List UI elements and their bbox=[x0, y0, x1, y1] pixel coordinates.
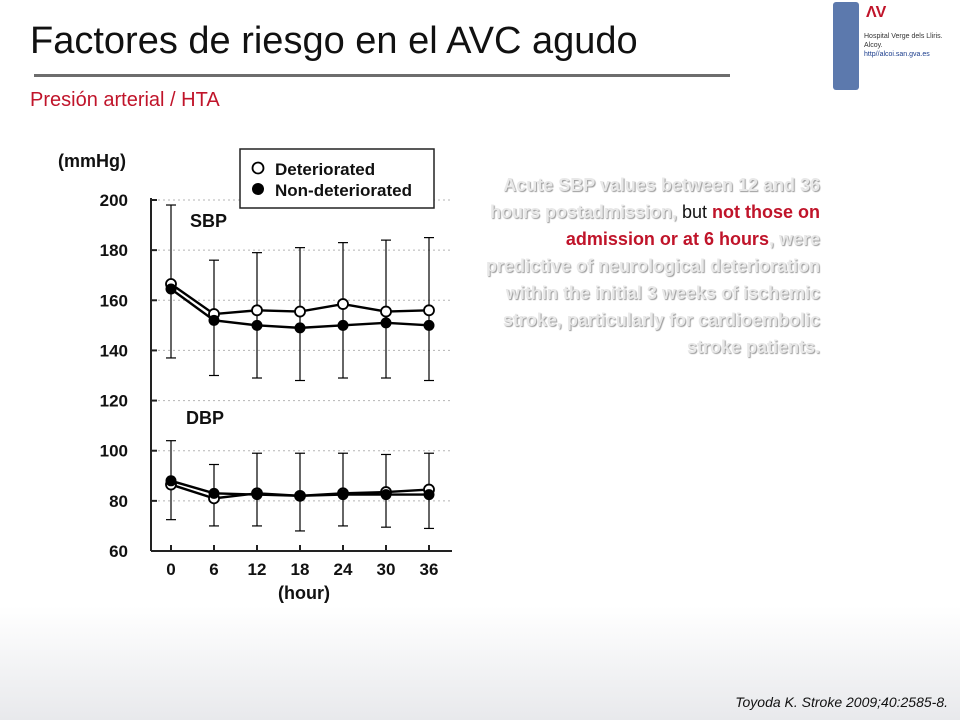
data-point-deteriorated bbox=[251, 304, 263, 317]
data-point-non-deteriorated bbox=[251, 319, 263, 331]
legend-box bbox=[239, 148, 435, 209]
y-tick-label: 160 bbox=[100, 291, 128, 310]
x-tick-label: 30 bbox=[377, 560, 396, 579]
x-tick-label: 0 bbox=[166, 560, 175, 579]
group-label-dbp: DBP bbox=[186, 408, 224, 428]
footer-band bbox=[0, 606, 960, 720]
data-point-non-deteriorated bbox=[380, 489, 392, 501]
chart-legend: Deteriorated Non-deteriorated bbox=[239, 148, 435, 209]
data-point-non-deteriorated bbox=[294, 322, 306, 334]
data-point-non-deteriorated bbox=[423, 489, 435, 501]
logo-line-2: Alcoy. bbox=[864, 42, 883, 49]
data-point-non-deteriorated bbox=[294, 490, 306, 502]
page-title: Factores de riesgo en el AVC agudo bbox=[30, 20, 638, 62]
x-tick-label: 36 bbox=[420, 560, 439, 579]
logo-text: Hospital Verge dels Lliris. Alcoy. http/… bbox=[864, 32, 960, 59]
y-tick-label: 140 bbox=[100, 341, 128, 360]
data-point-deteriorated bbox=[337, 298, 349, 310]
title-underline bbox=[34, 74, 730, 77]
series-markers bbox=[165, 278, 435, 505]
data-point-deteriorated bbox=[423, 304, 435, 317]
legend-label-deteriorated: Deteriorated bbox=[275, 160, 375, 179]
annotation-part-1: Acute SBP values between 12 and 36 hours… bbox=[489, 175, 820, 222]
data-point-non-deteriorated bbox=[380, 317, 392, 329]
x-tick-label: 12 bbox=[248, 560, 267, 579]
annotation-part-2: but bbox=[676, 202, 713, 222]
y-tick-label: 60 bbox=[109, 542, 128, 561]
x-axis-label: (hour) bbox=[278, 583, 330, 603]
legend-label-non-deteriorated: Non-deteriorated bbox=[275, 181, 412, 200]
data-point-deteriorated bbox=[380, 305, 392, 318]
axes bbox=[150, 198, 452, 552]
annotation-part-3: not those on admission or at 6 hours bbox=[565, 202, 820, 249]
x-tick-label: 6 bbox=[209, 560, 218, 579]
y-tick-label: 100 bbox=[100, 442, 128, 461]
data-point-non-deteriorated bbox=[208, 487, 220, 499]
data-point-non-deteriorated bbox=[165, 475, 177, 487]
data-point-non-deteriorated bbox=[165, 283, 177, 295]
grid-lines bbox=[153, 199, 452, 502]
y-tick-label: 120 bbox=[100, 392, 128, 411]
x-tick-label: 18 bbox=[291, 560, 310, 579]
data-point-non-deteriorated bbox=[423, 319, 435, 331]
logo-mark: ΛV bbox=[866, 4, 886, 21]
data-point-non-deteriorated bbox=[208, 314, 220, 326]
logo-line-1: Hospital Verge dels Lliris. bbox=[864, 33, 943, 40]
legend-marker-non-deteriorated bbox=[252, 183, 264, 195]
logo-url: http//alcoi.san.gva.es bbox=[864, 51, 930, 58]
hospital-logo-icon bbox=[833, 2, 859, 90]
y-tick-label: 180 bbox=[100, 241, 128, 260]
data-point-deteriorated bbox=[294, 305, 306, 318]
page-subtitle: Presión arterial / HTA bbox=[30, 89, 220, 111]
annotation-text: Acute SBP values between 12 and 36 hours… bbox=[478, 172, 820, 361]
y-tick-label: 200 bbox=[100, 191, 128, 210]
citation: Toyoda K. Stroke 2009;40:2585-8. bbox=[735, 694, 948, 710]
data-point-non-deteriorated bbox=[337, 489, 349, 501]
group-label-sbp: SBP bbox=[190, 211, 227, 231]
x-ticks: 0 6 12 18 24 30 36 bbox=[166, 545, 438, 579]
annotation-part-5: were predictive of neurological deterior… bbox=[485, 229, 820, 357]
y-ticks: 60 80 100 120 140 160 180 200 bbox=[100, 191, 157, 561]
data-point-non-deteriorated bbox=[337, 319, 349, 331]
y-tick-label: 80 bbox=[109, 492, 128, 511]
y-axis-label: (mmHg) bbox=[58, 151, 126, 171]
data-point-non-deteriorated bbox=[251, 489, 263, 501]
blood-pressure-chart: (mmHg) (hour) 60 80 100 120 140 160 180 200 0 6 1… bbox=[58, 148, 452, 603]
x-tick-label: 24 bbox=[334, 560, 353, 579]
legend-marker-deteriorated bbox=[251, 161, 265, 175]
annotation-part-4: , bbox=[768, 229, 774, 249]
error-bars bbox=[166, 204, 434, 532]
